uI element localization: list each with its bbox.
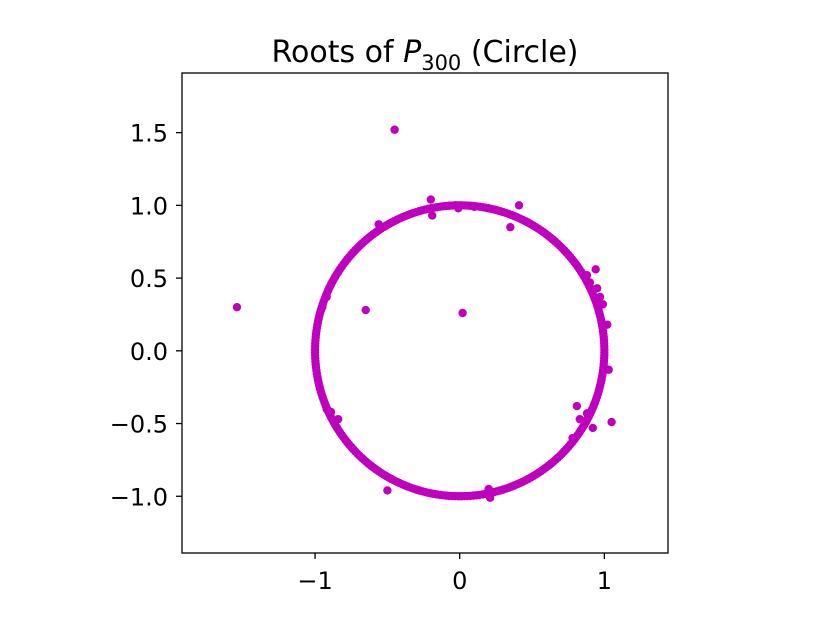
data-point xyxy=(485,493,495,502)
data-point xyxy=(598,300,608,309)
y-tick-label: −1.0 xyxy=(110,483,168,511)
x-tick-label: 1 xyxy=(597,567,612,595)
data-point xyxy=(232,302,242,312)
data-point xyxy=(607,417,616,427)
y-tick-label: −0.5 xyxy=(110,411,168,439)
chart-title-prefix: Roots of xyxy=(272,35,404,70)
y-tick-label: 1.5 xyxy=(130,120,168,148)
data-points xyxy=(232,125,616,502)
data-point xyxy=(604,365,613,374)
data-point xyxy=(582,409,592,418)
chart-title-variable: P xyxy=(403,35,422,70)
axis-ticks: −1 0 1 1.5 1.0 0.5 0.0 −0.5 −1.0 xyxy=(110,120,612,595)
chart-title: Roots of P300 (Circle) xyxy=(272,35,579,75)
data-point xyxy=(595,292,605,302)
plot-area-frame xyxy=(181,72,669,554)
data-point xyxy=(428,211,437,220)
data-point xyxy=(361,305,370,315)
data-point xyxy=(514,201,524,210)
data-point xyxy=(454,204,463,213)
data-point xyxy=(322,404,331,414)
data-point xyxy=(390,125,399,134)
data-point xyxy=(334,414,343,424)
data-point xyxy=(585,278,595,287)
data-point xyxy=(582,270,592,280)
data-point xyxy=(383,486,392,495)
data-point xyxy=(318,302,327,312)
data-point xyxy=(600,348,609,357)
data-point xyxy=(506,222,515,232)
data-point xyxy=(484,484,493,494)
x-tick-label: 0 xyxy=(452,567,467,595)
y-tick-label: 1.0 xyxy=(130,192,168,220)
data-point xyxy=(588,423,597,433)
data-point xyxy=(375,222,385,232)
data-point xyxy=(592,284,602,293)
data-point xyxy=(469,202,479,212)
x-tick-label: −1 xyxy=(297,567,332,595)
data-point xyxy=(575,414,584,424)
data-point xyxy=(591,265,600,274)
chart-title-suffix: (Circle) xyxy=(461,35,578,70)
data-point xyxy=(458,308,467,318)
data-point xyxy=(568,433,577,443)
data-point xyxy=(603,320,612,329)
chart-title-subscript: 300 xyxy=(421,51,461,75)
y-tick-label: 0.0 xyxy=(130,338,168,366)
data-point xyxy=(426,195,435,204)
data-point xyxy=(322,292,331,302)
y-tick-label: 0.5 xyxy=(130,265,168,293)
data-point xyxy=(572,401,582,411)
